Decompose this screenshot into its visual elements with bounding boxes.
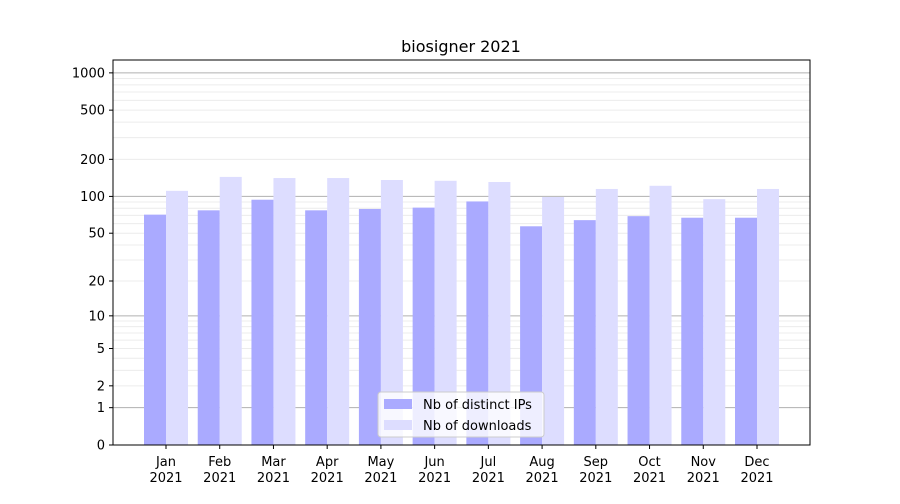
y-tick-label: 100 — [80, 190, 105, 205]
x-tick-label: Jun 2021 — [418, 455, 451, 486]
y-tick-label: 5 — [97, 342, 105, 357]
x-tick-label: Sep 2021 — [579, 455, 612, 486]
x-tick-label: Jan 2021 — [149, 455, 182, 486]
y-tick-label: 50 — [88, 227, 105, 242]
bar-distinct-ips — [520, 226, 543, 445]
bar-distinct-ips — [251, 199, 274, 445]
bar-downloads — [434, 180, 457, 445]
x-tick-label: Oct 2021 — [633, 455, 666, 486]
bar-downloads — [273, 178, 296, 446]
x-tick-label: Nov 2021 — [687, 455, 720, 486]
bar-distinct-ips — [358, 208, 381, 445]
chart-title: biosigner 2021 — [401, 37, 521, 56]
bar-downloads — [703, 199, 726, 445]
bar-downloads — [757, 188, 779, 445]
bar-downloads — [166, 190, 188, 445]
bar-distinct-ips — [305, 210, 328, 445]
bar-downloads — [219, 176, 242, 445]
y-tick-label: 1 — [97, 401, 105, 416]
bar-distinct-ips — [681, 217, 704, 445]
bar-distinct-ips — [197, 210, 220, 445]
x-tick-label: Feb 2021 — [203, 455, 236, 486]
bar-distinct-ips — [573, 220, 596, 445]
bar-distinct-ips — [627, 216, 650, 445]
bars — [144, 176, 779, 446]
x-axis: Jan 2021 Feb 2021 Mar 2021 Apr 2021 May 2021 Jun 20… — [149, 445, 774, 486]
bar-downloads — [649, 185, 672, 446]
y-tick-label: 20 — [88, 275, 105, 290]
y-tick-label: 500 — [80, 104, 105, 119]
y-tick-label: 1000 — [72, 66, 105, 81]
legend-swatch-distinct-ips — [384, 399, 412, 409]
bar-downloads — [380, 179, 403, 445]
bar-distinct-ips — [735, 217, 757, 445]
x-tick-label: Dec 2021 — [740, 455, 773, 486]
legend-box — [377, 391, 545, 438]
y-axis: 0 1 2 5 10 20 50 100 200 500 1000 — [72, 66, 113, 454]
x-tick-label: Apr 2021 — [311, 455, 344, 486]
bar-downloads — [542, 196, 565, 445]
x-tick-label: Aug 2021 — [526, 455, 559, 486]
legend-swatch-downloads — [384, 420, 412, 430]
y-tick-label: 200 — [80, 153, 105, 168]
bar-distinct-ips — [412, 207, 435, 445]
x-tick-label: Mar 2021 — [257, 455, 290, 486]
bar-downloads — [595, 188, 618, 445]
x-tick-label: May 2021 — [364, 455, 397, 486]
bar-downloads — [327, 178, 350, 446]
legend-label-downloads: Nb of downloads — [423, 419, 532, 434]
y-tick-label: 2 — [97, 379, 105, 394]
bar-distinct-ips — [144, 214, 166, 445]
plot-frame — [112, 59, 811, 446]
legend: Nb of distinct IPs Nb of downloads — [377, 391, 545, 438]
bar-distinct-ips — [466, 201, 489, 445]
y-tick-label: 0 — [97, 439, 105, 454]
y-tick-label: 10 — [88, 309, 105, 324]
bar-downloads — [488, 181, 511, 445]
legend-label-distinct-ips: Nb of distinct IPs — [423, 398, 532, 413]
x-tick-label: Jul 2021 — [472, 455, 505, 486]
